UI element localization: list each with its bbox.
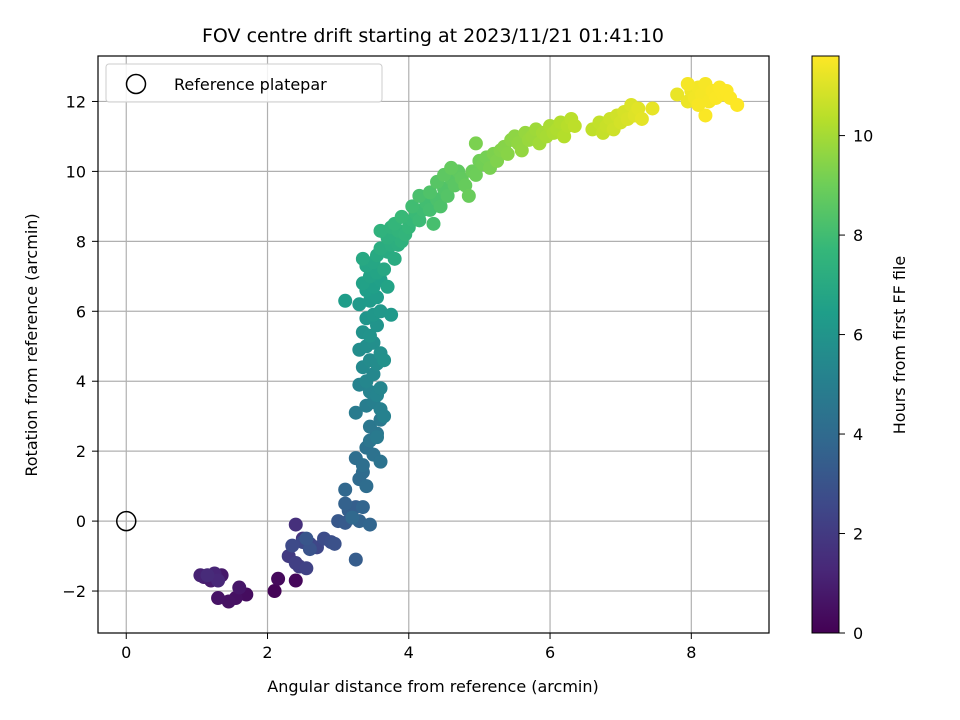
data-point xyxy=(405,199,420,214)
data-point xyxy=(377,262,392,277)
colorbar-label: Hours from first FF file xyxy=(890,256,909,435)
data-point xyxy=(221,594,236,609)
data-point xyxy=(232,580,247,595)
y-tick-label: 0 xyxy=(76,512,86,531)
data-point xyxy=(373,223,388,238)
x-tick-label: 8 xyxy=(686,643,696,662)
data-point xyxy=(461,188,476,203)
data-point xyxy=(369,430,384,445)
data-point xyxy=(362,419,377,434)
legend-entry-reference-platepar: Reference platepar xyxy=(174,75,327,94)
data-point xyxy=(362,328,377,343)
data-point xyxy=(500,146,515,161)
data-point xyxy=(377,353,392,368)
data-point xyxy=(338,496,353,511)
colorbar-tick-label: 0 xyxy=(853,624,863,643)
data-point xyxy=(514,143,529,158)
colorbar-gradient xyxy=(811,55,840,634)
x-tick-label: 6 xyxy=(545,643,555,662)
data-point xyxy=(444,160,459,175)
data-point xyxy=(200,568,215,583)
y-tick-label: 8 xyxy=(76,232,86,251)
colorbar-ticks: 0 2 4 6 8 10 xyxy=(839,127,873,643)
data-point xyxy=(422,185,437,200)
colorbar-tick-label: 6 xyxy=(853,326,863,345)
reference-point-marker xyxy=(116,510,137,532)
data-point xyxy=(698,108,713,123)
chart-title: FOV centre drift starting at 2023/11/21 … xyxy=(202,25,664,47)
data-point xyxy=(299,561,314,576)
data-point xyxy=(362,517,377,532)
data-point xyxy=(373,454,388,469)
data-point xyxy=(567,118,582,133)
colorbar-tick-label: 4 xyxy=(853,425,863,444)
data-point xyxy=(433,199,448,214)
data-point xyxy=(355,458,370,473)
data-point xyxy=(373,241,388,256)
y-tick-label: 2 xyxy=(76,442,86,461)
y-tick-label: 10 xyxy=(66,162,86,181)
data-point xyxy=(288,556,303,571)
legend-marker-icon xyxy=(125,73,147,95)
colorbar-tick-label: 2 xyxy=(853,525,863,544)
plot-area-frame xyxy=(97,55,770,634)
colorbar-tick-label: 8 xyxy=(853,226,863,245)
data-point xyxy=(468,136,483,151)
x-tick-label: 2 xyxy=(262,643,272,662)
data-point xyxy=(352,297,367,312)
data-point xyxy=(645,101,660,116)
data-point xyxy=(299,531,314,546)
data-point xyxy=(387,251,402,266)
data-point xyxy=(380,279,395,294)
data-point xyxy=(348,552,363,567)
x-axis-ticks: 0 2 4 6 8 xyxy=(121,633,696,662)
data-point xyxy=(384,307,399,322)
data-point xyxy=(680,76,695,91)
y-tick-label: 4 xyxy=(76,372,86,391)
data-point xyxy=(348,405,363,420)
data-point xyxy=(394,209,409,224)
y-tick-label: −2 xyxy=(62,582,86,601)
data-point xyxy=(271,571,286,586)
x-tick-label: 4 xyxy=(404,643,414,662)
data-point xyxy=(211,591,226,606)
data-point xyxy=(355,500,370,515)
legend: Reference platepar xyxy=(105,63,383,103)
y-tick-label: 6 xyxy=(76,302,86,321)
colorbar: 0 2 4 6 8 10 Hours from first FF file xyxy=(811,55,909,643)
data-point xyxy=(670,87,685,102)
data-point xyxy=(211,573,226,588)
y-axis-ticks: −2 0 2 4 6 8 10 12 xyxy=(62,92,98,601)
data-point xyxy=(440,188,455,203)
data-point xyxy=(730,97,745,112)
data-point xyxy=(359,479,374,494)
data-point xyxy=(426,216,441,231)
data-point xyxy=(373,304,388,319)
data-point xyxy=(267,584,282,599)
x-tick-label: 0 xyxy=(121,643,131,662)
data-point xyxy=(338,293,353,308)
data-point xyxy=(691,97,706,112)
legend-box xyxy=(105,63,383,103)
y-tick-label: 12 xyxy=(66,92,86,111)
data-points xyxy=(193,76,745,609)
data-point xyxy=(327,536,342,551)
data-point xyxy=(285,538,300,553)
x-axis-label: Angular distance from reference (arcmin) xyxy=(267,677,598,696)
data-point xyxy=(288,573,303,588)
grid-lines xyxy=(98,56,769,633)
data-point xyxy=(355,251,370,266)
data-point xyxy=(422,202,437,217)
data-point xyxy=(338,482,353,497)
y-axis-label: Rotation from reference (arcmin) xyxy=(22,213,41,476)
data-point xyxy=(468,167,483,182)
data-point xyxy=(288,517,303,532)
data-point xyxy=(373,381,388,396)
data-point xyxy=(377,409,392,424)
data-point xyxy=(634,111,649,126)
colorbar-tick-label: 10 xyxy=(853,127,873,146)
data-point xyxy=(345,510,360,525)
data-point xyxy=(412,188,427,203)
